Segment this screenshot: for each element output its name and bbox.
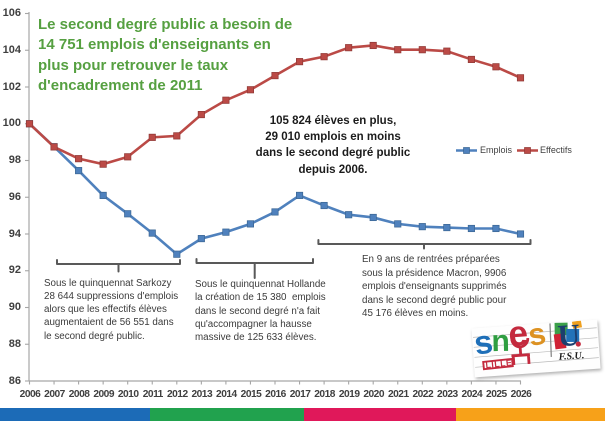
svg-text:U: U xyxy=(556,320,581,354)
svg-text:s: s xyxy=(471,322,495,361)
svg-text:n: n xyxy=(491,325,510,358)
svg-text:s: s xyxy=(525,320,548,353)
svg-text:LILLE: LILLE xyxy=(485,357,513,370)
svg-text:F.S.U.: F.S.U. xyxy=(557,350,584,363)
